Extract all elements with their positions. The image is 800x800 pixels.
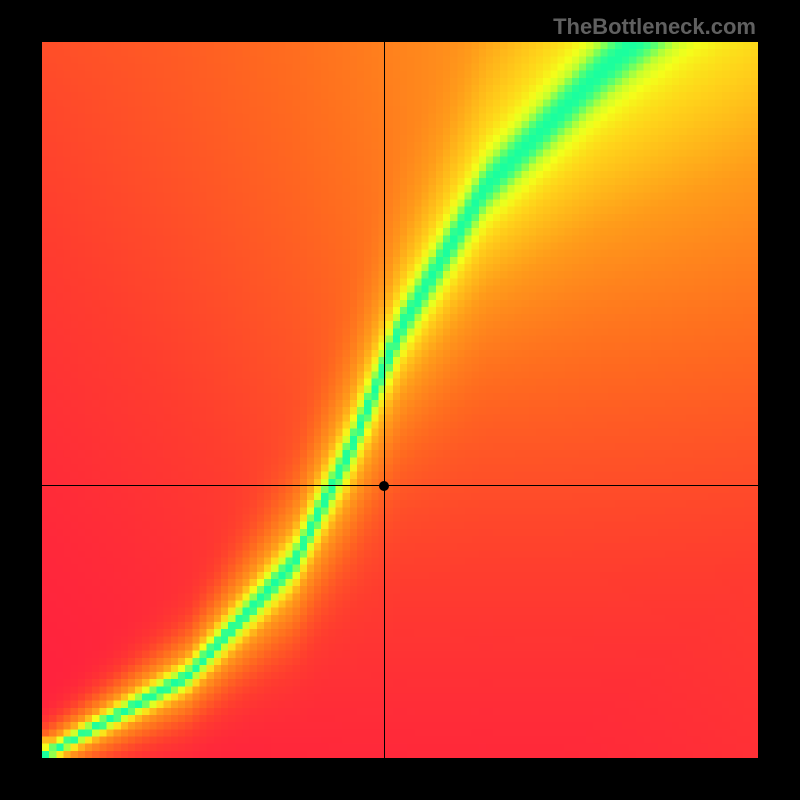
heatmap-canvas: [42, 42, 758, 758]
watermark-text: TheBottleneck.com: [553, 14, 756, 40]
chart-container: TheBottleneck.com: [0, 0, 800, 800]
crosshair-horizontal: [42, 485, 758, 486]
crosshair-vertical: [384, 42, 385, 758]
